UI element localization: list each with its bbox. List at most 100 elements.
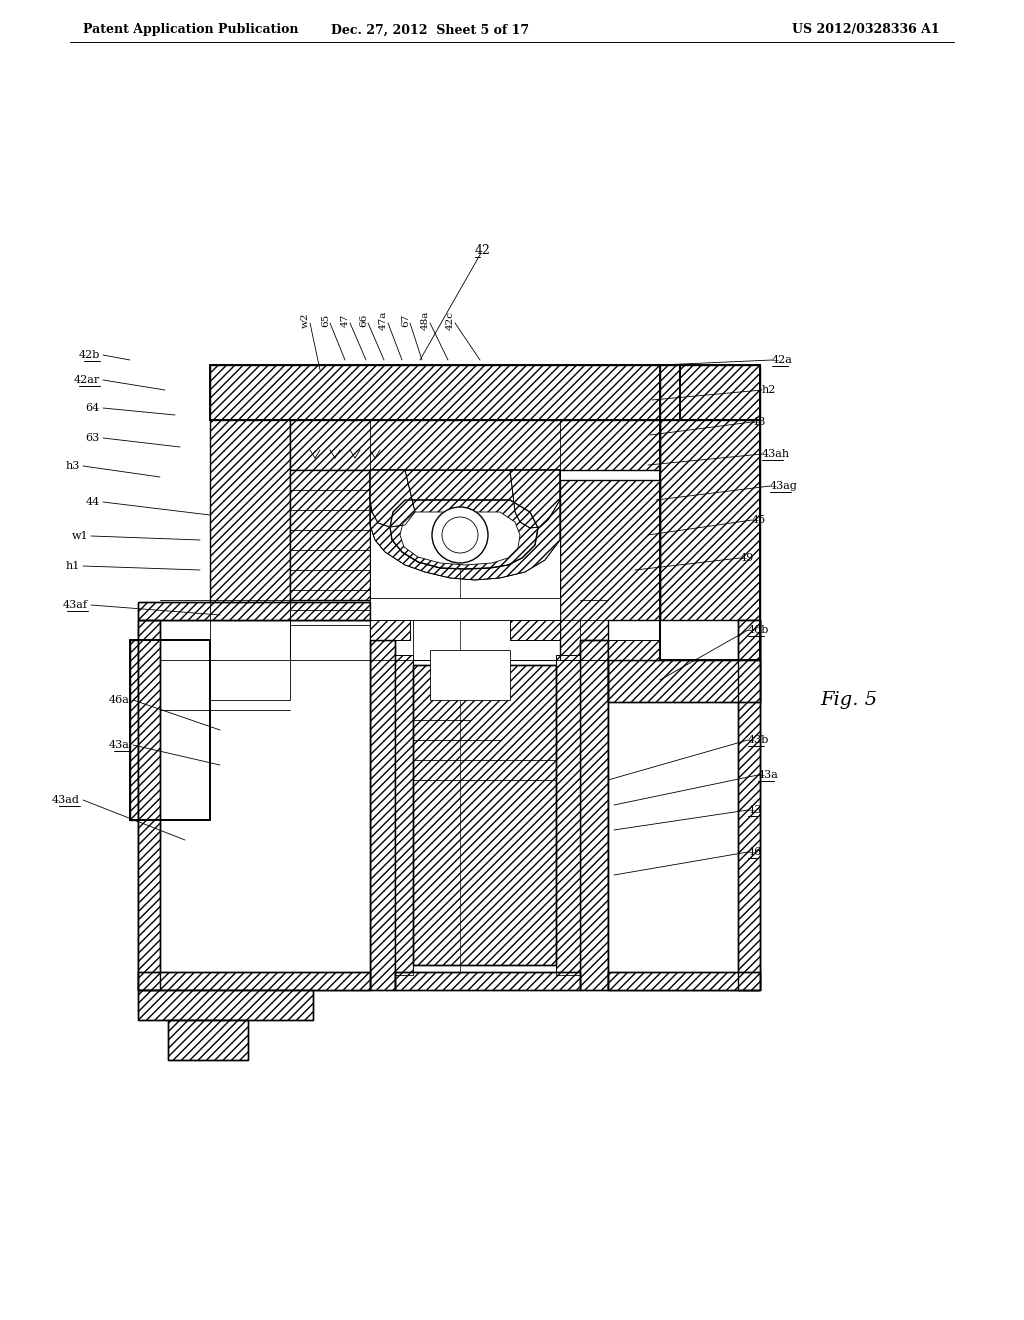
Text: Dec. 27, 2012  Sheet 5 of 17: Dec. 27, 2012 Sheet 5 of 17: [331, 24, 529, 37]
Text: 67: 67: [401, 313, 410, 326]
Text: 43b: 43b: [748, 735, 769, 744]
Bar: [138, 990, 313, 1020]
Text: 42ar: 42ar: [74, 375, 100, 385]
Text: 44: 44: [86, 498, 100, 507]
Bar: [510, 620, 560, 640]
Bar: [738, 620, 760, 990]
Text: 65: 65: [321, 313, 330, 326]
Bar: [608, 972, 760, 990]
Bar: [738, 620, 760, 990]
Bar: [395, 972, 580, 990]
Bar: [430, 649, 510, 700]
Text: 43ad: 43ad: [52, 795, 80, 805]
Bar: [138, 602, 370, 620]
Text: 47a: 47a: [379, 310, 388, 330]
Bar: [556, 655, 580, 975]
Bar: [210, 366, 680, 420]
Bar: [138, 620, 370, 990]
Bar: [138, 620, 160, 990]
Text: 43a: 43a: [758, 770, 779, 780]
Bar: [210, 366, 680, 420]
Bar: [290, 420, 660, 470]
Text: Fig. 5: Fig. 5: [820, 690, 878, 709]
Circle shape: [442, 517, 478, 553]
Bar: [290, 420, 660, 660]
Bar: [210, 420, 290, 700]
Text: 42b: 42b: [79, 350, 100, 360]
Bar: [608, 660, 760, 702]
Bar: [660, 420, 760, 660]
Text: h3: h3: [66, 461, 80, 471]
Bar: [138, 990, 313, 1020]
Bar: [370, 470, 560, 601]
Polygon shape: [510, 470, 560, 528]
Bar: [370, 640, 395, 990]
Bar: [395, 972, 580, 990]
Text: 46a: 46a: [110, 696, 130, 705]
Bar: [138, 972, 370, 990]
Text: 63: 63: [86, 433, 100, 444]
Bar: [290, 470, 370, 601]
Bar: [290, 470, 370, 601]
Text: 42c: 42c: [446, 310, 455, 330]
Bar: [608, 660, 760, 702]
Bar: [370, 620, 410, 640]
Bar: [660, 366, 760, 420]
Bar: [370, 620, 410, 640]
Text: 46: 46: [748, 847, 762, 857]
Text: 46b: 46b: [748, 624, 769, 635]
Text: w2: w2: [301, 313, 310, 327]
Text: US 2012/0328336 A1: US 2012/0328336 A1: [793, 24, 940, 37]
Text: 47: 47: [341, 313, 350, 326]
Bar: [608, 972, 760, 990]
Bar: [290, 420, 660, 470]
Text: 43ah: 43ah: [762, 449, 791, 459]
Text: 48: 48: [752, 417, 766, 426]
Bar: [580, 640, 608, 990]
Text: 64: 64: [86, 403, 100, 413]
Bar: [560, 480, 660, 660]
Bar: [370, 598, 560, 620]
Text: 49: 49: [740, 553, 755, 564]
Text: 42a: 42a: [772, 355, 793, 366]
Bar: [395, 655, 413, 975]
Bar: [130, 640, 210, 820]
Bar: [556, 655, 580, 975]
Bar: [130, 640, 210, 820]
Polygon shape: [370, 470, 415, 527]
Text: 43a: 43a: [110, 741, 130, 750]
Bar: [608, 620, 760, 990]
Text: 43ag: 43ag: [770, 480, 798, 491]
Bar: [608, 640, 660, 660]
Bar: [660, 366, 760, 420]
Bar: [608, 640, 660, 660]
Bar: [660, 420, 760, 660]
Text: 66: 66: [359, 313, 368, 326]
Bar: [168, 1020, 248, 1060]
Bar: [138, 972, 370, 990]
Bar: [168, 1020, 248, 1060]
Text: 42: 42: [475, 243, 490, 256]
Text: 48a: 48a: [421, 310, 430, 330]
Bar: [210, 420, 290, 700]
Text: w1: w1: [72, 531, 88, 541]
Text: 43af: 43af: [63, 601, 88, 610]
Text: h2: h2: [762, 385, 776, 395]
Bar: [560, 480, 660, 660]
Bar: [370, 640, 395, 990]
Bar: [580, 640, 608, 990]
Text: h1: h1: [66, 561, 80, 572]
Bar: [395, 655, 413, 975]
Bar: [138, 602, 370, 620]
Polygon shape: [390, 500, 538, 569]
Bar: [510, 620, 560, 640]
Polygon shape: [400, 512, 520, 565]
Bar: [413, 665, 556, 965]
Bar: [138, 620, 160, 990]
Text: 43: 43: [748, 805, 762, 814]
Bar: [413, 665, 556, 965]
Text: 45: 45: [752, 515, 766, 525]
Circle shape: [432, 507, 488, 564]
Text: Patent Application Publication: Patent Application Publication: [83, 24, 299, 37]
Polygon shape: [370, 470, 560, 579]
